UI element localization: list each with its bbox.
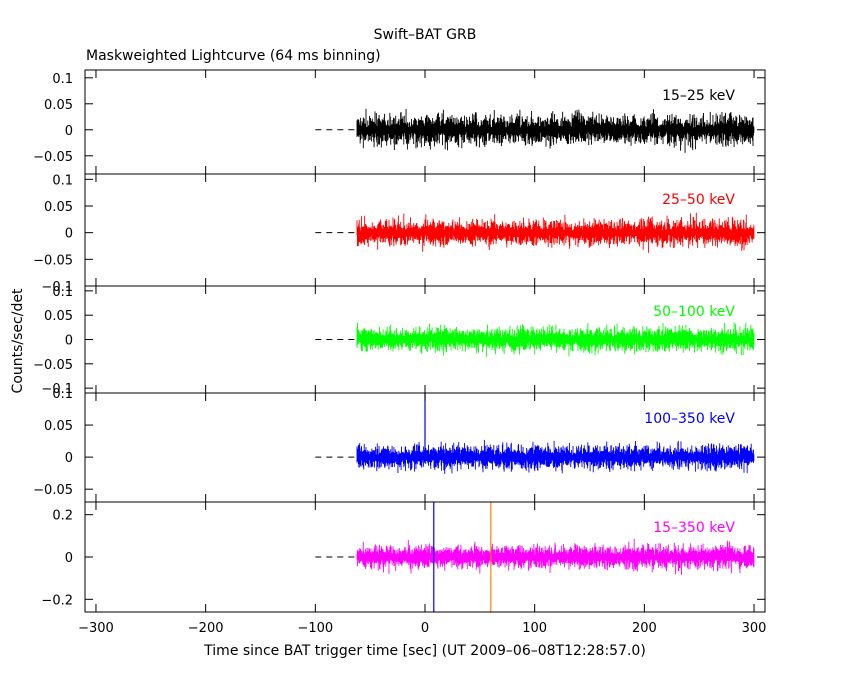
x-tick-label: 100 [522, 621, 547, 636]
y-tick-label: −0.05 [33, 150, 73, 165]
y-tick-label: 0 [65, 124, 73, 139]
panel-5: 0.2 0 −0.2 15–350 keV [41, 501, 766, 613]
x-tick-label: −300 [78, 621, 114, 636]
chart-title: Swift–BAT GRB [374, 27, 477, 43]
lightcurve-trace [356, 439, 755, 474]
y-tick-label: −0.1 [41, 280, 73, 295]
chart-subtitle: Maskweighted Lightcurve (64 ms binning) [86, 48, 381, 64]
panel-energy-label: 50–100 keV [653, 304, 735, 320]
y-tick-label: 0.05 [44, 419, 73, 434]
y-tick-label: 0 [65, 227, 73, 242]
panel-energy-label: 15–25 keV [662, 88, 735, 104]
x-tick-label: 0 [421, 621, 429, 636]
y-tick-label: −0.05 [33, 358, 73, 373]
x-tick-label: 300 [742, 621, 767, 636]
x-tick-label: −100 [297, 621, 333, 636]
y-tick-label: 0.2 [52, 509, 73, 524]
y-tick-label: 0.1 [52, 285, 73, 300]
y-tick-label: 0.1 [52, 387, 73, 402]
y-tick-label: 0 [65, 334, 73, 349]
panel-energy-label: 25–50 keV [662, 192, 735, 208]
panel-4: 0.1 0.05 0 −0.05 100–350 keV [33, 387, 766, 503]
lightcurve-trace [356, 108, 755, 153]
lightcurve-trace [356, 538, 755, 575]
x-tick-label: −200 [188, 621, 224, 636]
y-tick-label: 0.05 [44, 98, 73, 113]
y-tick-label: 0.05 [44, 309, 73, 324]
y-tick-label: −0.2 [41, 593, 73, 608]
lightcurve-trace [356, 322, 755, 357]
panel-energy-label: 15–350 keV [653, 520, 735, 536]
panel-2: 0.1 0.05 0 −0.05 −0.1 25–50 keV [33, 173, 766, 295]
panels-group: 0.1 0.05 0 −0.05 15–25 keV 0.1 0.05 0 −0.05 −0.1 2… [33, 69, 767, 636]
y-tick-label: 0 [65, 551, 73, 566]
panel-1: 0.1 0.05 0 −0.05 15–25 keV [33, 69, 766, 175]
x-tick-label: 200 [632, 621, 657, 636]
y-tick-label: 0.1 [52, 72, 73, 87]
y-tick-label: 0.05 [44, 200, 73, 215]
x-axis-label: Time since BAT trigger time [sec] (UT 20… [203, 643, 646, 659]
y-axis-label: Counts/sec/det [10, 288, 26, 393]
y-tick-label: 0 [65, 451, 73, 466]
y-tick-label: −0.05 [33, 253, 73, 268]
panel-energy-label: 100–350 keV [644, 411, 735, 427]
lightcurve-trace [356, 212, 755, 253]
y-tick-label: −0.1 [41, 382, 73, 397]
panel-3: 0.1 0.05 0 −0.05 −0.1 50–100 keV [33, 285, 766, 397]
y-tick-label: −0.05 [33, 483, 73, 498]
y-tick-label: 0.1 [52, 173, 73, 188]
